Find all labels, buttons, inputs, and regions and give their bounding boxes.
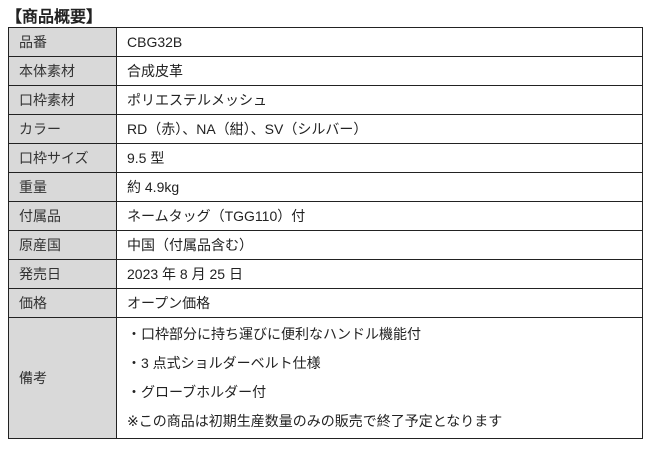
spec-label: 品番 xyxy=(8,27,117,57)
spec-value: RD（赤）、NA（紺）、SV（シルバー） xyxy=(116,114,643,144)
spec-label: 価格 xyxy=(8,288,117,318)
spec-row: 本体素材 合成皮革 xyxy=(8,56,643,86)
note-line: ・口枠部分に持ち運びに便利なハンドル機能付 xyxy=(127,326,421,342)
spec-value: オープン価格 xyxy=(116,288,643,318)
spec-value: 合成皮革 xyxy=(116,56,643,86)
spec-label: 原産国 xyxy=(8,230,117,260)
spec-label: カラー xyxy=(8,114,117,144)
spec-label: 口枠サイズ xyxy=(8,143,117,173)
spec-value: ポリエステルメッシュ xyxy=(116,85,643,115)
spec-row: 原産国 中国（付属品含む） xyxy=(8,230,643,260)
spec-row: 付属品 ネームタッグ（TGG110）付 xyxy=(8,201,643,231)
spec-label: 重量 xyxy=(8,172,117,202)
notes-value: ・口枠部分に持ち運びに便利なハンドル機能付 ・3 点式ショルダーベルト仕様 ・グロー… xyxy=(116,317,643,439)
spec-row: 発売日 2023 年 8 月 25 日 xyxy=(8,259,643,289)
spec-label: 口枠素材 xyxy=(8,85,117,115)
section-title: 【商品概要】 xyxy=(6,9,103,26)
spec-label: 本体素材 xyxy=(8,56,117,86)
spec-label: 発売日 xyxy=(8,259,117,289)
product-spec-table: 品番 CBG32B 本体素材 合成皮革 口枠素材 ポリエステルメッシュ カラー RD（赤）、N… xyxy=(8,27,643,439)
notes-row: 備考 ・口枠部分に持ち運びに便利なハンドル機能付 ・3 点式ショルダーベルト仕様 ・グ… xyxy=(8,317,643,439)
spec-row: 価格 オープン価格 xyxy=(8,288,643,318)
spec-value: 9.5 型 xyxy=(116,143,643,173)
spec-value: ネームタッグ（TGG110）付 xyxy=(116,201,643,231)
spec-label: 付属品 xyxy=(8,201,117,231)
note-line: ・グローブホルダー付 xyxy=(127,384,267,400)
spec-row: 口枠サイズ 9.5 型 xyxy=(8,143,643,173)
note-line: ・3 点式ショルダーベルト仕様 xyxy=(127,355,321,371)
spec-row: 口枠素材 ポリエステルメッシュ xyxy=(8,85,643,115)
spec-value: 約 4.9kg xyxy=(116,172,643,202)
spec-row: カラー RD（赤）、NA（紺）、SV（シルバー） xyxy=(8,114,643,144)
spec-row: 品番 CBG32B xyxy=(8,27,643,57)
spec-value: 中国（付属品含む） xyxy=(116,230,643,260)
spec-value: 2023 年 8 月 25 日 xyxy=(116,259,643,289)
spec-value: CBG32B xyxy=(116,27,643,57)
note-line: ※この商品は初期生産数量のみの販売で終了予定となります xyxy=(127,413,503,429)
notes-label: 備考 xyxy=(8,317,117,439)
spec-row: 重量約 4.9kg xyxy=(8,172,643,202)
